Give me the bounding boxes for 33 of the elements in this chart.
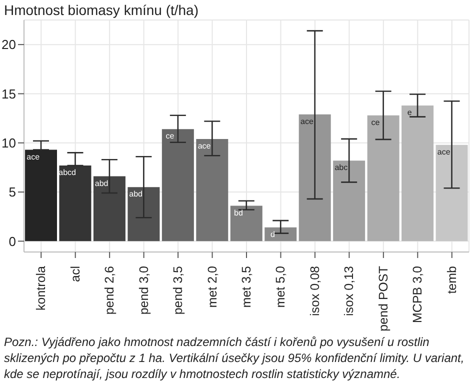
data-label: ce [371,118,380,127]
data-label: ace [437,147,451,156]
x-tick-label: isox 0,13 [342,266,356,316]
data-label: abd [129,190,142,199]
x-tick-label: isox 0,08 [308,266,322,316]
y-tick-label: 0 [8,234,16,249]
data-label: abc [334,163,348,172]
data-label: bd [234,208,243,218]
chart-title: Hmotnost biomasy kmínu (t/ha) [4,2,199,18]
data-label: abcd [58,168,76,177]
y-tick-label: 10 [2,135,16,150]
data-label: e [407,108,412,118]
text: Pozn.: Vyjádřeno jako hmotnost nadzemních částí i kořenů po vysušení u rostlin sklizených po přepočtu z 1 ha. Vertikální úsečky jsou 95% konfidenční limity. U variant, kde se neprotínají, jsou rozdíly v hmotnostech rostlin statisticky významné. [4,334,466,382]
x-tick-label: met 3,5 [240,266,254,308]
x-tick-label: met 2,0 [205,266,220,308]
x-tick-label: acl [68,266,82,282]
x-tick-label: MCPB 3,0 [410,266,425,323]
data-label: ace [300,116,314,126]
data-label: abd [94,178,108,188]
x-tick-label: temb [444,266,459,294]
x-tick-label: pend 3,0 [136,266,151,315]
x-tick-label: pend 2,6 [102,266,117,315]
x-tick-label: met 5,0 [274,266,288,308]
x-tick-label: pend POST [376,266,390,332]
x-tick-label: kontrola [34,266,48,310]
data-label: ace [26,152,40,162]
y-tick-label: 5 [8,184,16,200]
data-label: ace [198,141,212,150]
data-label: ce [166,132,175,141]
data-label: d [270,230,275,239]
y-tick-label: 15 [2,86,16,102]
x-tick-label: pend 3,5 [171,266,186,315]
y-tick-label: 20 [2,37,16,52]
